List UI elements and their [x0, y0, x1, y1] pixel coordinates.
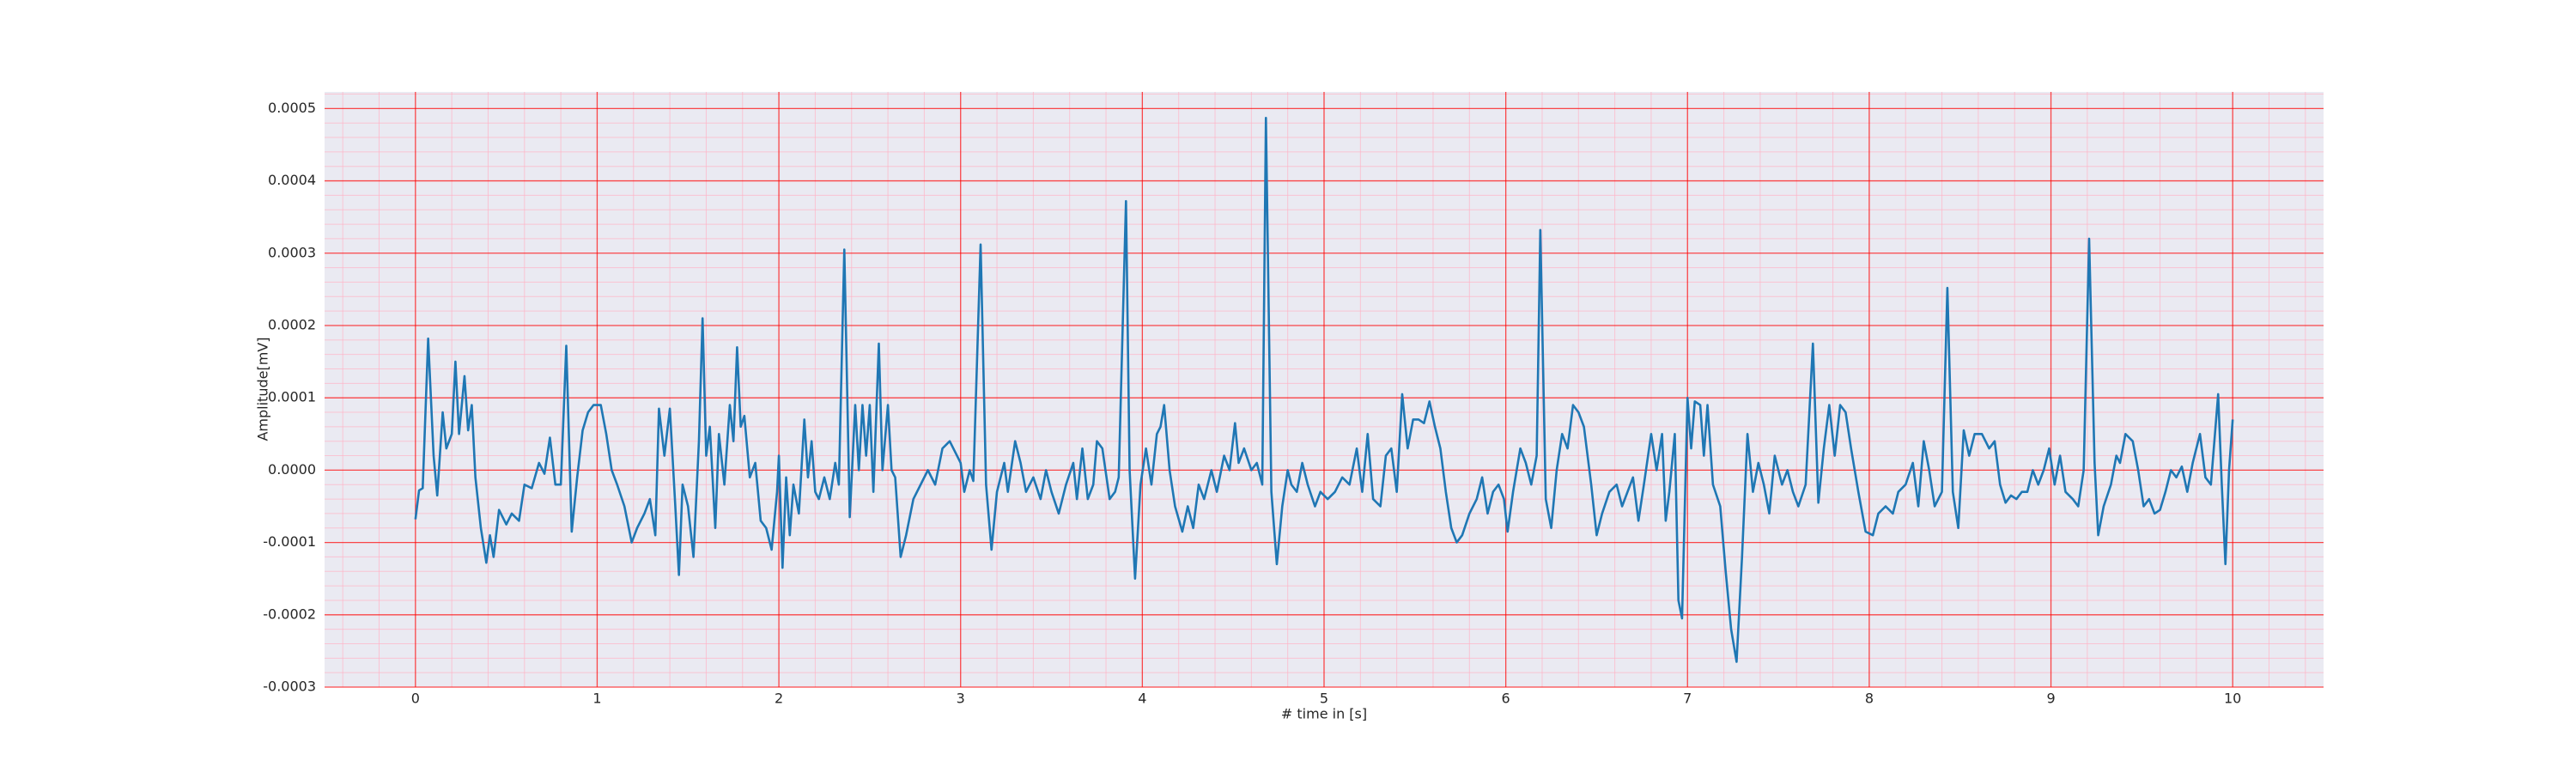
y-tick-label: 0.0005: [268, 100, 316, 116]
x-tick-label: 0: [411, 691, 420, 707]
y-tick-label: 0.0004: [268, 172, 316, 188]
x-tick-label: 1: [592, 691, 601, 707]
y-tick-label: -0.0001: [263, 533, 316, 550]
x-tick-label: 9: [2046, 691, 2055, 707]
x-tick-label: 10: [2224, 691, 2241, 707]
y-tick-label: 0.0000: [268, 461, 316, 478]
x-axis-label: # time in [s]: [1281, 706, 1367, 722]
x-tick-label: 8: [1865, 691, 1874, 707]
signal-line: [414, 117, 2234, 663]
x-tick-label: 7: [1683, 691, 1692, 707]
y-tick-label: 0.0002: [268, 316, 316, 332]
x-tick-label: 2: [775, 691, 783, 707]
x-tick-label: 4: [1138, 691, 1146, 707]
y-tick-label: 0.0003: [268, 244, 316, 260]
x-tick-label: 6: [1502, 691, 1510, 707]
x-tick-label: 5: [1320, 691, 1328, 707]
tick-labels: 0 1 2 3 4 5 6 7 8 9 10 -0.0003 -0.0002 -0.0001 0.0000 0…: [263, 100, 2241, 707]
y-tick-label: -0.0003: [263, 679, 316, 695]
y-tick-label: -0.0002: [263, 606, 316, 622]
x-tick-label: 3: [957, 691, 965, 707]
y-tick-label: 0.0001: [268, 389, 316, 405]
data-layer: [414, 117, 2234, 663]
y-axis-label: Amplitude[mV]: [255, 337, 271, 441]
